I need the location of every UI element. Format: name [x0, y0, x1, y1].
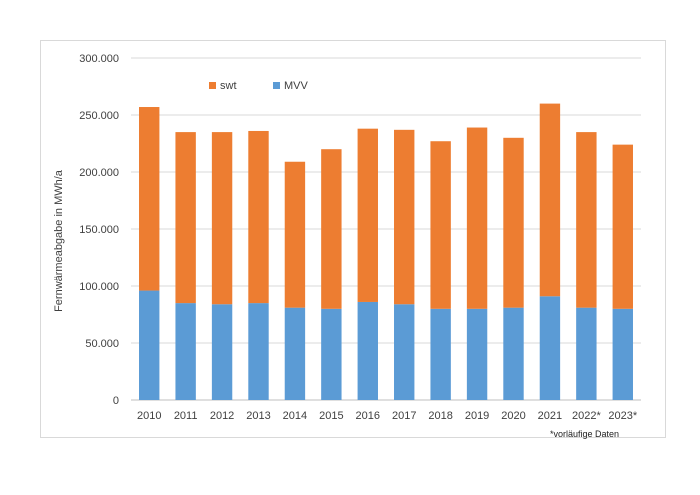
bar-swt-2011 — [175, 132, 196, 304]
bar-mvv-2017 — [394, 304, 415, 400]
y-tick-label-5: 250.000 — [79, 110, 119, 122]
x-tick-label-2019: 2019 — [465, 410, 489, 422]
x-tick-label-2010: 2010 — [137, 410, 161, 422]
bar-swt-2010 — [139, 107, 160, 291]
x-tick-label-2017: 2017 — [392, 410, 416, 422]
legend-label-mvv: MVV — [284, 80, 309, 92]
x-tick-label-2022p: 2022* — [572, 410, 601, 422]
x-tick-label-2014: 2014 — [283, 410, 307, 422]
bar-mvv-2021 — [539, 296, 561, 400]
y-axis-title: Fernwärmeabgabe in MWh/a — [53, 169, 65, 312]
legend-swatch-mvv — [273, 82, 280, 89]
y-tick-label-6: 300.000 — [79, 53, 119, 65]
bar-mvv-2011 — [175, 303, 196, 400]
bar-swt-2012 — [211, 132, 233, 305]
bars — [139, 103, 633, 400]
bar-mvv-2018 — [430, 308, 451, 400]
footnote: *vorläufige Daten — [550, 429, 619, 439]
x-tick-label-2016: 2016 — [356, 410, 380, 422]
x-tick-label-2012: 2012 — [210, 410, 234, 422]
legend-label-swt: swt — [220, 80, 237, 92]
grid-lines — [131, 57, 641, 401]
bar-mvv-2015 — [321, 308, 342, 400]
y-tick-label-0: 0 — [113, 395, 119, 407]
bar-swt-2020 — [503, 137, 524, 308]
bar-mvv-2019 — [466, 308, 488, 400]
bar-swt-2016 — [357, 128, 378, 302]
bar-swt-2017 — [394, 129, 415, 305]
x-tick-label-2020: 2020 — [501, 410, 525, 422]
stacked-bar-chart: 0 50.000 100.000 150.000 200.000 250.000 300.0… — [53, 53, 641, 439]
axes: 0 50.000 100.000 150.000 200.000 250.000 300.0… — [79, 53, 638, 422]
x-tick-label-2011: 2011 — [174, 410, 198, 422]
bar-swt-2023p — [612, 144, 633, 309]
bar-mvv-2014 — [284, 307, 306, 400]
bar-swt-2013 — [248, 130, 269, 304]
bar-mvv-2012 — [211, 304, 233, 400]
bar-mvv-2020 — [503, 307, 524, 400]
bar-swt-2022p — [576, 132, 597, 308]
bar-swt-2014 — [284, 161, 306, 308]
y-tick-label-1: 50.000 — [85, 338, 119, 350]
chart-frame: 0 50.000 100.000 150.000 200.000 250.000 300.0… — [40, 40, 666, 439]
bar-mvv-2023p — [612, 308, 633, 400]
y-tick-label-2: 100.000 — [79, 281, 119, 293]
x-tick-label-2018: 2018 — [428, 410, 452, 422]
legend-swatch-swt — [209, 82, 216, 89]
legend: swt MVV — [209, 80, 309, 92]
bar-mvv-2022p — [576, 307, 597, 400]
bar-swt-2019 — [466, 127, 488, 309]
y-tick-label-4: 200.000 — [79, 167, 119, 179]
x-tick-label-2015: 2015 — [319, 410, 343, 422]
y-tick-label-3: 150.000 — [79, 224, 119, 236]
x-tick-label-2021: 2021 — [538, 410, 562, 422]
x-tick-label-2013: 2013 — [246, 410, 270, 422]
bar-swt-2018 — [430, 141, 451, 309]
x-tick-label-2023p: 2023* — [608, 410, 637, 422]
bar-swt-2021 — [539, 103, 561, 297]
bar-mvv-2016 — [357, 301, 378, 400]
bar-mvv-2013 — [248, 303, 269, 400]
bar-mvv-2010 — [139, 290, 160, 400]
bar-swt-2015 — [321, 149, 342, 309]
